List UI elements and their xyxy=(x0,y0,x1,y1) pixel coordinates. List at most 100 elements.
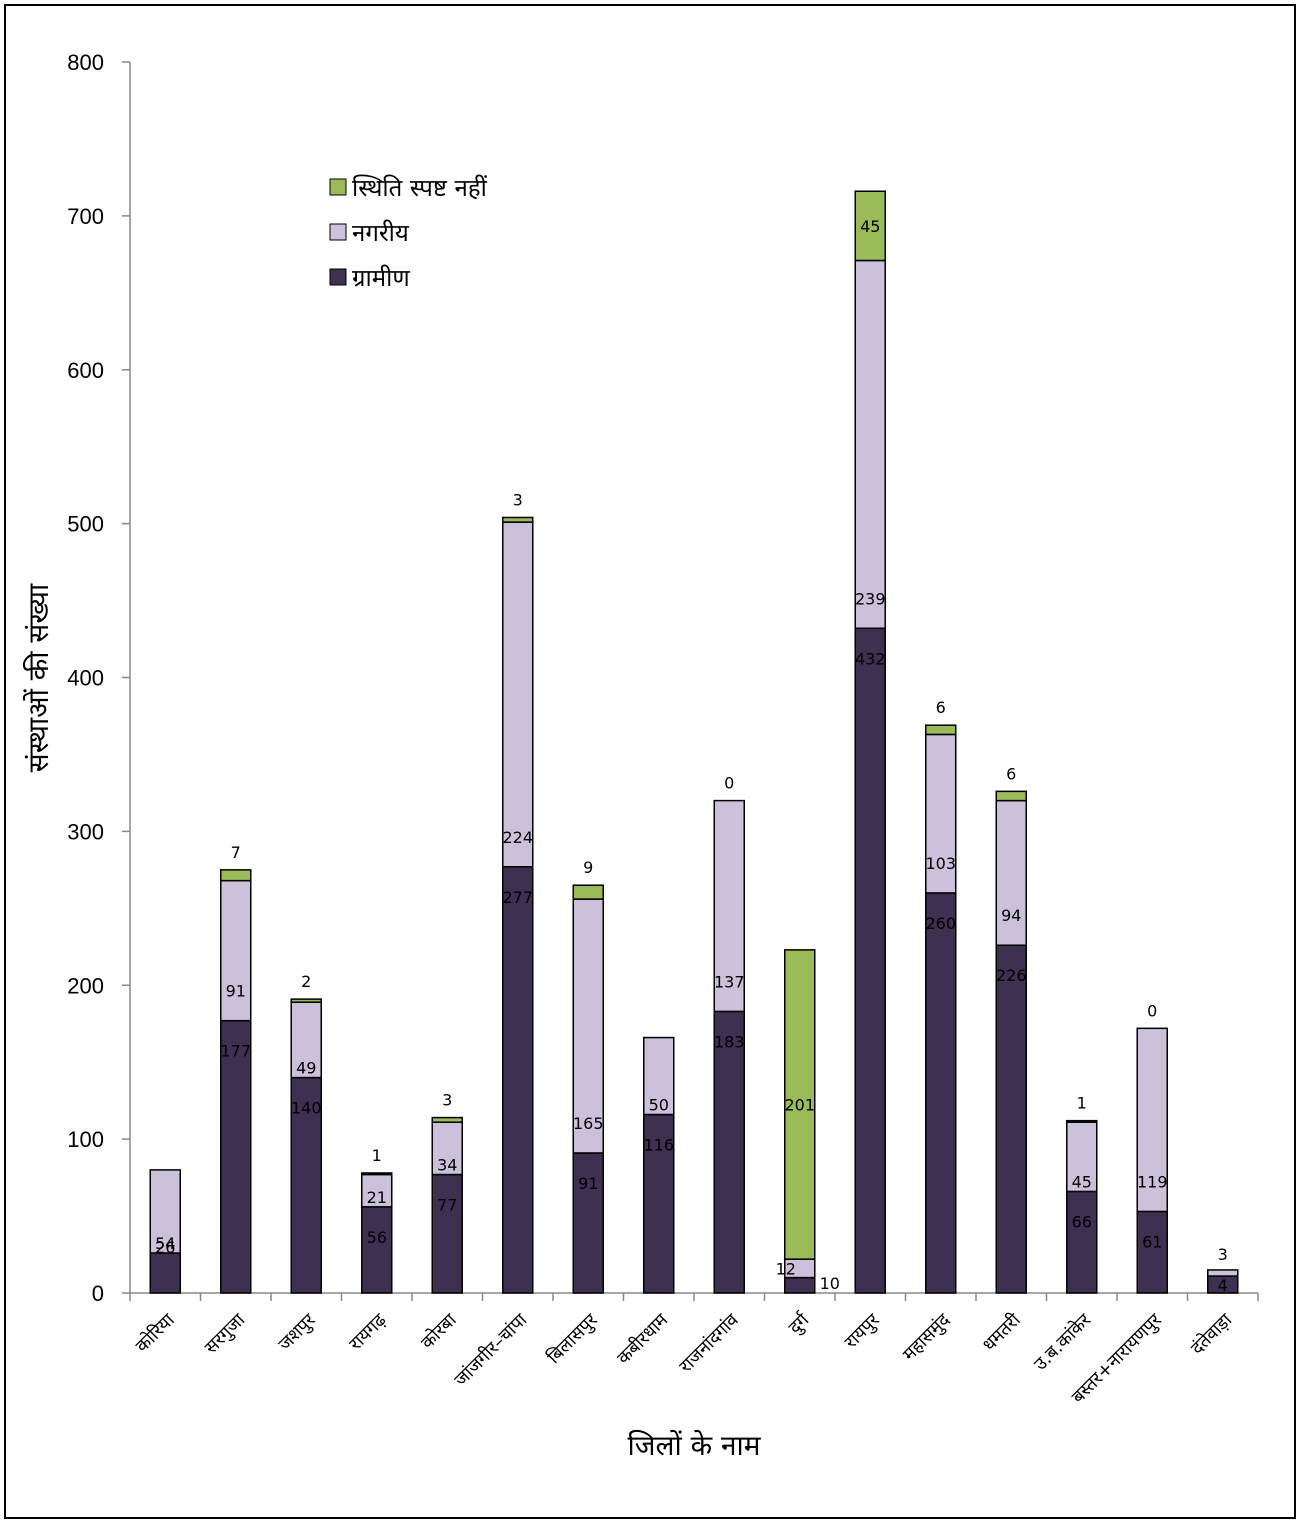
data-label-urban: 165 xyxy=(573,1114,604,1133)
data-label-unclear: 45 xyxy=(860,217,880,236)
bar-segment xyxy=(854,627,886,1294)
x-category-label: राजनांदगांव xyxy=(675,1309,743,1377)
x-category-label: धमतरी xyxy=(978,1309,1025,1356)
y-tick-label: 0 xyxy=(92,1281,104,1306)
x-category-label: बिलासपुर xyxy=(543,1309,603,1369)
bar-segment xyxy=(1136,1027,1168,1213)
bar-segment xyxy=(1066,1121,1098,1193)
bar-segment xyxy=(854,259,886,630)
bar-segment xyxy=(925,724,957,736)
data-label-rural: 177 xyxy=(220,1042,251,1061)
bar-segment xyxy=(1207,1269,1239,1277)
bar-segment xyxy=(643,1113,675,1294)
legend-label: नगरीय xyxy=(352,219,410,247)
bar-segment xyxy=(431,1173,463,1294)
data-label-rural: 277 xyxy=(502,888,533,907)
x-axis-title: जिलों के नाम xyxy=(627,1429,761,1462)
x-category-label: दुर्ग xyxy=(784,1308,815,1339)
y-tick-label: 400 xyxy=(67,666,104,691)
bar-segment xyxy=(361,1173,393,1208)
bar-segment xyxy=(220,879,252,1022)
x-category-label: रायगढ़ xyxy=(345,1309,391,1355)
data-label-rural: 260 xyxy=(925,914,956,933)
data-label-unclear: 3 xyxy=(1218,1245,1228,1264)
data-label-unclear: 6 xyxy=(936,698,946,717)
data-label-urban: 137 xyxy=(714,972,745,991)
data-label-urban: 91 xyxy=(226,982,246,1001)
data-label-urban: 224 xyxy=(502,828,533,847)
data-label-urban: 239 xyxy=(855,589,886,608)
data-label-urban: 34 xyxy=(437,1156,457,1175)
y-axis-title: संस्थाओं की संख्या xyxy=(22,583,55,772)
bar-segment xyxy=(643,1036,675,1116)
data-label-rural: 61 xyxy=(1142,1232,1162,1251)
bar-segment xyxy=(925,892,957,1294)
bar-segment xyxy=(572,898,604,1154)
data-label-unclear: 3 xyxy=(513,490,523,509)
data-label-rural: 183 xyxy=(714,1032,745,1051)
bar-segment xyxy=(502,516,534,523)
data-label-rural: 56 xyxy=(367,1228,387,1247)
bar-segment xyxy=(1066,1119,1098,1123)
bar-segment xyxy=(713,799,745,1013)
data-label-rural: 116 xyxy=(643,1136,674,1155)
data-label-unclear: 9 xyxy=(583,858,593,877)
bar-segment xyxy=(149,1169,181,1254)
bar-segment xyxy=(502,866,534,1294)
data-label-urban: 94 xyxy=(1001,906,1021,925)
legend-label: स्थिति स्पष्ट नहीं xyxy=(352,174,488,202)
data-label-rural: 26 xyxy=(155,1238,175,1257)
x-category-label: जशपुर xyxy=(274,1309,320,1355)
bar-segment xyxy=(290,998,322,1003)
y-tick-label: 300 xyxy=(67,819,104,844)
data-label-unclear: 201 xyxy=(784,1096,815,1115)
x-category-label: जांजगीर–चांपा xyxy=(450,1309,532,1391)
bar-segment xyxy=(572,1152,604,1294)
bar-segment xyxy=(713,1010,745,1294)
y-tick-label: 600 xyxy=(67,358,104,383)
data-label-unclear: 2 xyxy=(301,972,311,991)
legend-swatch xyxy=(329,268,347,286)
data-label-unclear: 1 xyxy=(1077,1094,1087,1113)
x-category-label: रायपुर xyxy=(841,1309,885,1353)
data-labels: 2654177917140492562117734327722439116591… xyxy=(155,217,1228,1295)
y-tick-label: 500 xyxy=(67,512,104,537)
bar-segment xyxy=(220,1019,252,1294)
bar-segment xyxy=(1066,1190,1098,1294)
data-label-unclear: 3 xyxy=(442,1091,452,1110)
x-category-label: कबीरधाम xyxy=(612,1308,673,1369)
legend-swatch xyxy=(329,223,347,241)
bar-segment xyxy=(784,1276,816,1294)
data-label-unclear: 1 xyxy=(372,1146,382,1165)
data-label-rural: 77 xyxy=(437,1196,457,1215)
data-label-urban: 54 xyxy=(155,1234,175,1253)
bar-segment xyxy=(361,1172,393,1176)
data-label-unclear: 7 xyxy=(231,843,241,862)
data-label-rural: 10 xyxy=(820,1274,840,1293)
bar-segment xyxy=(290,1076,322,1294)
data-label-unclear: 6 xyxy=(1006,764,1016,783)
data-label-rural: 432 xyxy=(855,649,886,668)
data-label-urban: 103 xyxy=(925,854,956,873)
data-label-unclear: 0 xyxy=(724,774,734,793)
data-label-unclear: 0 xyxy=(1147,1001,1157,1020)
data-label-rural: 66 xyxy=(1072,1212,1092,1231)
y-tick-label: 100 xyxy=(67,1127,104,1152)
data-label-urban: 21 xyxy=(367,1188,387,1207)
data-label-urban: 12 xyxy=(776,1259,796,1278)
legend: स्थिति स्पष्ट नहीं नगरीय ग्रामीण xyxy=(329,174,488,292)
bar-segment xyxy=(361,1206,393,1294)
data-label-urban: 119 xyxy=(1137,1172,1168,1191)
bar-segment xyxy=(290,1001,322,1079)
data-label-rural: 140 xyxy=(291,1099,322,1118)
x-category-label: महासमुंद xyxy=(899,1309,955,1365)
bars xyxy=(149,190,1239,1294)
bar-segment xyxy=(995,799,1027,946)
y-tick-label: 700 xyxy=(67,204,104,229)
bar-segment xyxy=(1136,1210,1168,1294)
x-category-label: कोरिया xyxy=(131,1309,179,1357)
data-label-rural: 91 xyxy=(578,1174,598,1193)
data-label-urban: 49 xyxy=(296,1059,316,1078)
x-category-label: दंतेवाड़ा xyxy=(1186,1309,1236,1359)
